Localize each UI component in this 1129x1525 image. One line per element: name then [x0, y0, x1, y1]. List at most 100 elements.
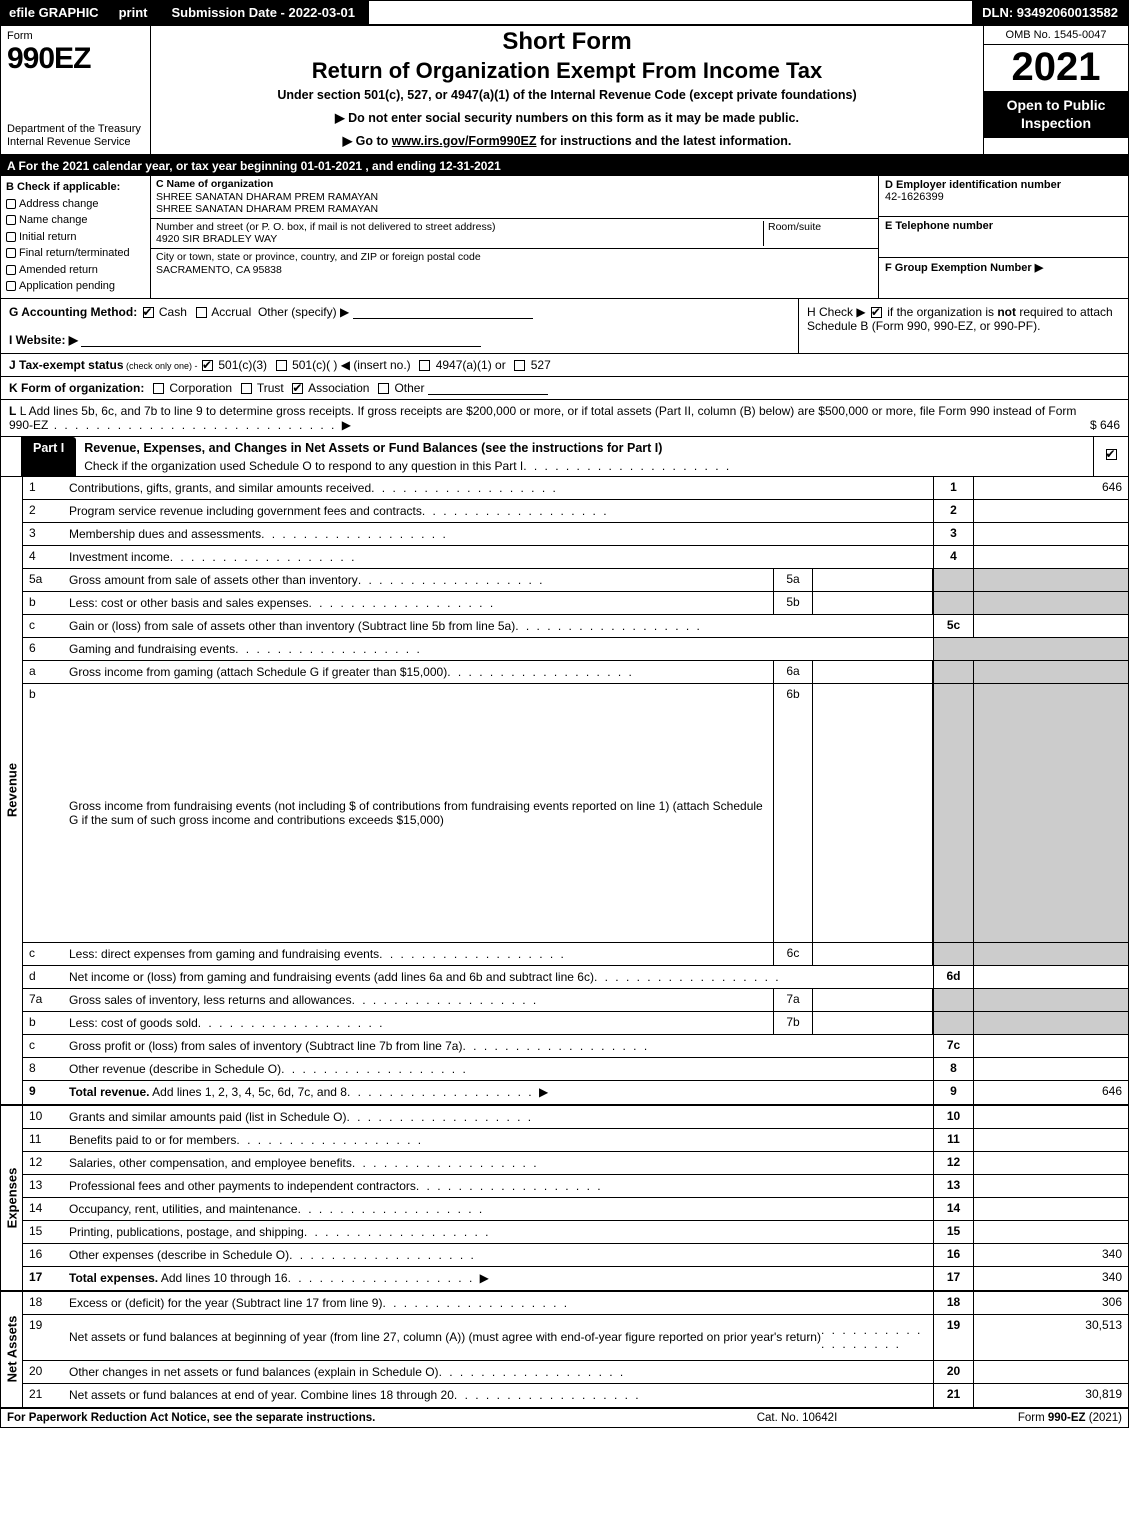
- row-l: L L Add lines 5b, 6c, and 7b to line 9 t…: [1, 400, 1128, 437]
- room-suite-label: Room/suite: [768, 221, 821, 233]
- inset-line-number: 6c: [773, 943, 813, 965]
- line-number: 17: [23, 1267, 65, 1290]
- form-title: Return of Organization Exempt From Incom…: [157, 58, 977, 84]
- chk-final-return[interactable]: Final return/terminated: [6, 245, 145, 262]
- inset-line-number: 5a: [773, 569, 813, 591]
- chk-527[interactable]: [514, 360, 525, 371]
- inset-line-number: 6b: [773, 684, 813, 942]
- right-line-number: 1: [933, 477, 973, 499]
- chk-application-pending[interactable]: Application pending: [6, 278, 145, 295]
- chk-501c3[interactable]: [202, 360, 213, 371]
- column-def: D Employer identification number 42-1626…: [878, 176, 1128, 298]
- line-number: a: [23, 661, 65, 683]
- chk-amended-return[interactable]: Amended return: [6, 262, 145, 279]
- inset-line-number: 5b: [773, 592, 813, 614]
- instructions-line: ▶ Go to www.irs.gov/Form990EZ for instru…: [157, 133, 977, 148]
- chk-address-change[interactable]: Address change: [6, 196, 145, 213]
- right-line-number: 21: [933, 1384, 973, 1407]
- table-row: 3Membership dues and assessments . . . .…: [23, 523, 1128, 546]
- shaded-cell: [933, 684, 973, 942]
- other-specify-line[interactable]: [353, 305, 533, 319]
- table-row: 5aGross amount from sale of assets other…: [23, 569, 1128, 592]
- chk-4947[interactable]: [419, 360, 430, 371]
- right-line-value: 340: [973, 1244, 1128, 1266]
- chk-assoc[interactable]: [292, 383, 303, 394]
- chk-501c[interactable]: [276, 360, 287, 371]
- right-line-number: 2: [933, 500, 973, 522]
- right-line-value: [973, 1175, 1128, 1197]
- table-row: 17Total expenses. Add lines 10 through 1…: [23, 1267, 1128, 1290]
- chk-accrual[interactable]: [196, 307, 207, 318]
- column-c: C Name of organization SHREE SANATAN DHA…: [151, 176, 878, 298]
- print-button[interactable]: print: [109, 1, 160, 24]
- table-row: 21Net assets or fund balances at end of …: [23, 1384, 1128, 1407]
- row-j: J Tax-exempt status (check only one) - 5…: [1, 354, 1128, 377]
- shaded-cell: [973, 943, 1128, 965]
- header-left: Form 990EZ Department of the Treasury In…: [1, 26, 151, 154]
- table-row: 11Benefits paid to or for members . . . …: [23, 1129, 1128, 1152]
- chk-schedule-b[interactable]: [871, 307, 882, 318]
- chk-corp[interactable]: [153, 383, 164, 394]
- row-gh: G Accounting Method: Cash Accrual Other …: [1, 299, 1128, 354]
- right-line-number: 18: [933, 1292, 973, 1314]
- right-line-value: [973, 500, 1128, 522]
- line-number: 6: [23, 638, 65, 660]
- line-number: 2: [23, 500, 65, 522]
- right-line-number: 10: [933, 1106, 973, 1128]
- chk-trust[interactable]: [241, 383, 252, 394]
- c-name-label: C Name of organization: [156, 178, 273, 190]
- chk-name-change[interactable]: Name change: [6, 212, 145, 229]
- line-desc: Gross income from fundraising events (no…: [65, 684, 773, 942]
- footer-formref: Form 990-EZ (2021): [922, 1412, 1122, 1424]
- inst-post: for instructions and the latest informat…: [537, 134, 792, 148]
- shaded-cell: [973, 684, 1128, 942]
- chk-part-i-o[interactable]: [1106, 449, 1117, 460]
- part-i-check-line: Check if the organization used Schedule …: [84, 459, 523, 473]
- shaded-cell: [933, 1012, 973, 1034]
- chk-initial-return[interactable]: Initial return: [6, 229, 145, 246]
- right-line-value: [973, 546, 1128, 568]
- shaded-cell: [973, 661, 1128, 683]
- other-org-line[interactable]: [428, 381, 548, 395]
- website-line[interactable]: [81, 333, 481, 347]
- inset-line-value: [813, 989, 933, 1011]
- right-line-value: 340: [973, 1267, 1128, 1290]
- form-subtitle: Under section 501(c), 527, or 4947(a)(1)…: [157, 88, 977, 102]
- chk-other-org[interactable]: [378, 383, 389, 394]
- table-row: 12Salaries, other compensation, and empl…: [23, 1152, 1128, 1175]
- table-row: 8Other revenue (describe in Schedule O) …: [23, 1058, 1128, 1081]
- dept-label: Department of the Treasury Internal Reve…: [7, 123, 144, 151]
- line-number: 19: [23, 1315, 65, 1360]
- shaded-cell: [933, 943, 973, 965]
- line-number: 4: [23, 546, 65, 568]
- inset-line-value: [813, 661, 933, 683]
- c-addr: Number and street (or P. O. box, if mail…: [151, 219, 878, 249]
- line-number: 12: [23, 1152, 65, 1174]
- right-line-number: 9: [933, 1081, 973, 1104]
- chk-cash[interactable]: [143, 307, 154, 318]
- form-990ez-page: efile GRAPHIC print Submission Date - 20…: [0, 0, 1129, 1428]
- right-line-number: 8: [933, 1058, 973, 1080]
- shaded-cell: [933, 638, 1128, 660]
- col-b-label: B Check if applicable:: [6, 179, 145, 196]
- revenue-section: Revenue 1Contributions, gifts, grants, a…: [1, 477, 1128, 1106]
- line-desc: Salaries, other compensation, and employ…: [65, 1152, 933, 1174]
- shaded-cell: [973, 569, 1128, 591]
- line-desc: Occupancy, rent, utilities, and maintena…: [65, 1198, 933, 1220]
- line-desc: Investment income . . . . . . . . . . . …: [65, 546, 933, 568]
- org-address: 4920 SIR BRADLEY WAY: [156, 233, 277, 245]
- short-form-title: Short Form: [157, 28, 977, 56]
- right-line-value: [973, 1361, 1128, 1383]
- inst-pre: ▶ Go to: [343, 134, 392, 148]
- inset-line-value: [813, 592, 933, 614]
- i-website-label: I Website: ▶: [9, 333, 78, 347]
- table-row: 15Printing, publications, postage, and s…: [23, 1221, 1128, 1244]
- irs-link[interactable]: www.irs.gov/Form990EZ: [392, 134, 537, 148]
- inset-line-value: [813, 684, 933, 942]
- line-desc: Printing, publications, postage, and shi…: [65, 1221, 933, 1243]
- tax-year: 2021: [984, 45, 1128, 91]
- table-row: 19Net assets or fund balances at beginni…: [23, 1315, 1128, 1361]
- d-ein: D Employer identification number 42-1626…: [879, 176, 1128, 217]
- table-row: 13Professional fees and other payments t…: [23, 1175, 1128, 1198]
- line-a: A For the 2021 calendar year, or tax yea…: [1, 156, 1128, 176]
